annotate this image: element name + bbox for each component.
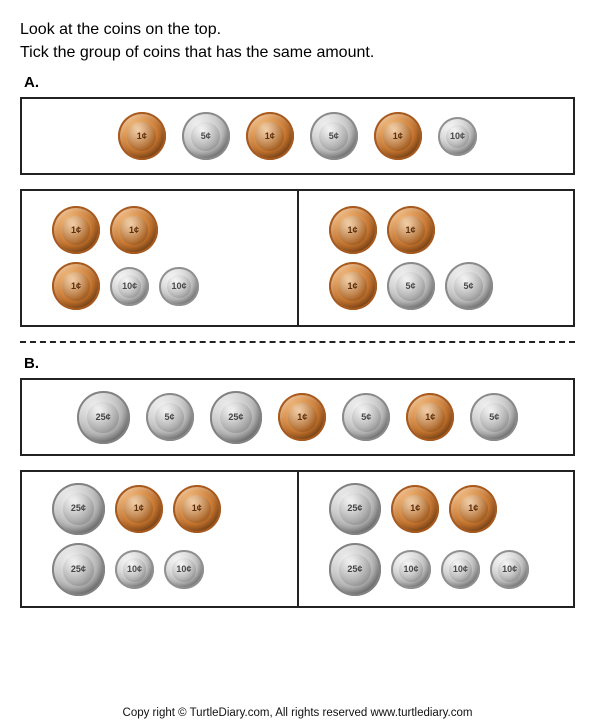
coin-value-label: 5¢: [463, 282, 473, 291]
penny-coin-icon: 1¢: [406, 393, 454, 441]
section-label: B.: [24, 355, 575, 372]
coin-value-label: 1¢: [425, 413, 435, 422]
quarter-coin-icon: 25¢: [77, 391, 130, 444]
instruction-line-1: Look at the coins on the top.: [20, 18, 575, 41]
coin-value-label: 1¢: [297, 413, 307, 422]
coin-value-label: 1¢: [71, 226, 81, 235]
coin-value-label: 25¢: [71, 565, 86, 574]
coin-value-label: 1¢: [410, 504, 420, 513]
coin-line: 1¢ 5¢ 5¢: [329, 262, 574, 310]
coin-value-label: 1¢: [134, 504, 144, 513]
dime-coin-icon: 10¢: [441, 550, 480, 589]
quarter-coin-icon: 25¢: [52, 543, 105, 596]
coin-value-label: 5¢: [329, 132, 339, 141]
coin-line: 1¢ 1¢: [52, 206, 297, 254]
coin-value-label: 1¢: [192, 504, 202, 513]
coin-line: 1¢ 10¢ 10¢: [52, 262, 297, 310]
coin-value-label: 25¢: [347, 504, 362, 513]
dime-coin-icon: 10¢: [438, 117, 477, 156]
coin-value-label: 1¢: [393, 132, 403, 141]
nickel-coin-icon: 5¢: [470, 393, 518, 441]
coin-value-label: 10¢: [122, 282, 137, 291]
coin-line: 25¢ 10¢ 10¢: [52, 543, 297, 596]
nickel-coin-icon: 5¢: [182, 112, 230, 160]
choice-group[interactable]: 25¢ 1¢ 1¢ 25¢ 10¢ 10¢ 10¢: [297, 472, 574, 606]
penny-coin-icon: 1¢: [329, 206, 377, 254]
quarter-coin-icon: 25¢: [329, 543, 382, 596]
penny-coin-icon: 1¢: [118, 112, 166, 160]
penny-coin-icon: 1¢: [52, 262, 100, 310]
dime-coin-icon: 10¢: [115, 550, 154, 589]
copyright-footer: Copy right © TurtleDiary.com, All rights…: [0, 707, 595, 719]
coin-value-label: 25¢: [96, 413, 111, 422]
coin-value-label: 5¢: [361, 413, 371, 422]
nickel-coin-icon: 5¢: [387, 262, 435, 310]
coin-value-label: 5¢: [489, 413, 499, 422]
penny-coin-icon: 1¢: [449, 485, 497, 533]
coin-value-label: 10¢: [453, 565, 468, 574]
nickel-coin-icon: 5¢: [310, 112, 358, 160]
penny-coin-icon: 1¢: [387, 206, 435, 254]
coin-line: 25¢ 10¢ 10¢ 10¢: [329, 543, 574, 596]
coin-value-label: 10¢: [127, 565, 142, 574]
coin-value-label: 10¢: [450, 132, 465, 141]
coin-value-label: 1¢: [405, 226, 415, 235]
penny-coin-icon: 1¢: [110, 206, 158, 254]
coin-value-label: 1¢: [347, 226, 357, 235]
reference-coin-row: 1¢ 5¢ 1¢ 5¢ 1¢ 10¢: [20, 97, 575, 175]
choice-row: 25¢ 1¢ 1¢ 25¢ 10¢ 10¢ 25¢ 1¢ 1¢ 25¢ 10¢ 10¢ 10¢: [20, 470, 575, 608]
coin-line: 25¢ 1¢ 1¢: [329, 483, 574, 536]
instructions: Look at the coins on the top. Tick the g…: [20, 18, 575, 64]
coin-value-label: 1¢: [347, 282, 357, 291]
coin-value-label: 25¢: [228, 413, 243, 422]
dime-coin-icon: 10¢: [490, 550, 529, 589]
nickel-coin-icon: 5¢: [445, 262, 493, 310]
penny-coin-icon: 1¢: [173, 485, 221, 533]
nickel-coin-icon: 5¢: [146, 393, 194, 441]
coin-value-label: 25¢: [347, 565, 362, 574]
dime-coin-icon: 10¢: [110, 267, 149, 306]
instruction-line-2: Tick the group of coins that has the sam…: [20, 41, 575, 64]
penny-coin-icon: 1¢: [374, 112, 422, 160]
coin-value-label: 1¢: [265, 132, 275, 141]
coin-value-label: 5¢: [164, 413, 174, 422]
penny-coin-icon: 1¢: [246, 112, 294, 160]
coin-line: 25¢ 1¢ 1¢: [52, 483, 297, 536]
section-divider: [20, 341, 575, 343]
coin-value-label: 10¢: [403, 565, 418, 574]
quarter-coin-icon: 25¢: [210, 391, 263, 444]
coin-value-label: 10¢: [172, 282, 187, 291]
reference-coin-row: 25¢ 5¢ 25¢ 1¢ 5¢ 1¢ 5¢: [20, 378, 575, 456]
coin-line: 1¢ 1¢: [329, 206, 574, 254]
coin-value-label: 1¢: [468, 504, 478, 513]
penny-coin-icon: 1¢: [115, 485, 163, 533]
coin-value-label: 10¢: [502, 565, 517, 574]
choice-group[interactable]: 25¢ 1¢ 1¢ 25¢ 10¢ 10¢: [22, 472, 297, 606]
penny-coin-icon: 1¢: [391, 485, 439, 533]
coin-value-label: 25¢: [71, 504, 86, 513]
coin-value-label: 1¢: [71, 282, 81, 291]
dime-coin-icon: 10¢: [164, 550, 203, 589]
quarter-coin-icon: 25¢: [329, 483, 382, 536]
penny-coin-icon: 1¢: [52, 206, 100, 254]
choice-group[interactable]: 1¢ 1¢ 1¢ 5¢ 5¢: [297, 191, 574, 325]
coin-value-label: 10¢: [176, 565, 191, 574]
coin-value-label: 5¢: [201, 132, 211, 141]
nickel-coin-icon: 5¢: [342, 393, 390, 441]
coin-value-label: 5¢: [405, 282, 415, 291]
coin-value-label: 1¢: [129, 226, 139, 235]
penny-coin-icon: 1¢: [278, 393, 326, 441]
choice-group[interactable]: 1¢ 1¢ 1¢ 10¢ 10¢: [22, 191, 297, 325]
section-label: A.: [24, 74, 575, 91]
dime-coin-icon: 10¢: [159, 267, 198, 306]
quarter-coin-icon: 25¢: [52, 483, 105, 536]
dime-coin-icon: 10¢: [391, 550, 430, 589]
choice-row: 1¢ 1¢ 1¢ 10¢ 10¢ 1¢ 1¢ 1¢ 5¢ 5¢: [20, 189, 575, 327]
penny-coin-icon: 1¢: [329, 262, 377, 310]
coin-value-label: 1¢: [137, 132, 147, 141]
